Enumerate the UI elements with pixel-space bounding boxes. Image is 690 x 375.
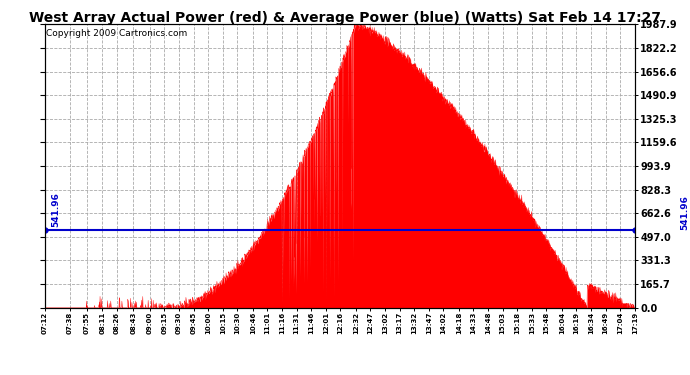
Text: 541.96: 541.96: [51, 193, 60, 228]
Text: West Array Actual Power (red) & Average Power (blue) (Watts) Sat Feb 14 17:27: West Array Actual Power (red) & Average …: [29, 11, 661, 25]
Text: Copyright 2009 Cartronics.com: Copyright 2009 Cartronics.com: [46, 28, 187, 38]
Text: 541.96: 541.96: [680, 195, 689, 230]
